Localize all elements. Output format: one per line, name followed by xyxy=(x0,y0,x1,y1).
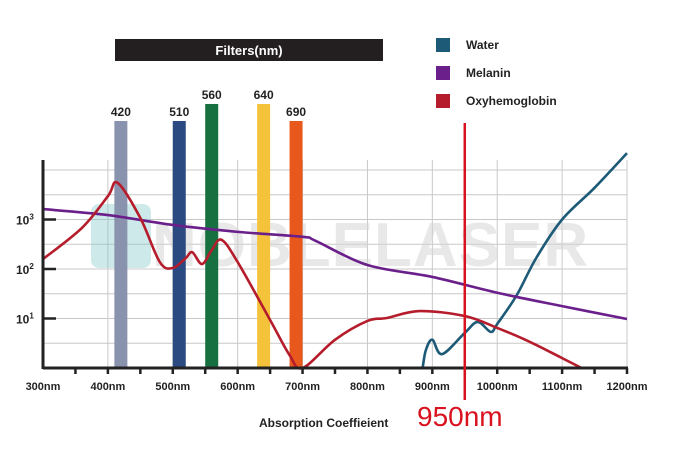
x-tick-label: 1100nm xyxy=(542,381,583,393)
y-tick-label: 103 xyxy=(16,213,34,228)
x-tick-label: 500nm xyxy=(155,381,190,393)
legend-label: Water xyxy=(466,38,499,52)
legend-label: Oxyhemoglobin xyxy=(466,94,557,108)
x-tick-label: 400nm xyxy=(90,381,125,393)
filter-label: 690 xyxy=(286,105,306,119)
watermark: NOBLELASER xyxy=(91,204,589,280)
filter-bar-420 xyxy=(114,121,128,368)
y-tick-label: 102 xyxy=(16,262,34,277)
filter-bar-510 xyxy=(172,121,186,368)
watermark-text: NOBLELASER xyxy=(152,211,589,280)
x-tick-label: 800nm xyxy=(350,381,385,393)
legend-swatch-water xyxy=(436,38,450,52)
x-tick-label: 1000nm xyxy=(477,381,518,393)
x-tick-label: 600nm xyxy=(220,381,255,393)
legend-swatch-oxyhemoglobin xyxy=(436,94,450,108)
filter-bar-690 xyxy=(289,121,303,368)
filter-label: 560 xyxy=(202,88,222,102)
axes: 300nm 400nm 500nm 600nm 700nm 800nm 900nm 1000n… xyxy=(16,123,648,400)
legend-swatch-melanin xyxy=(436,66,450,80)
x-tick-label: 900nm xyxy=(415,381,450,393)
x-tick-label: 1200nm xyxy=(607,381,648,393)
chart-title: Filters(nm) xyxy=(215,43,282,58)
legend: Water Melanin Oxyhemoglobin xyxy=(436,38,557,108)
filter-label: 510 xyxy=(169,105,189,119)
filter-label: 640 xyxy=(254,88,274,102)
filter-bar-560 xyxy=(205,104,219,368)
filter-label: 420 xyxy=(111,105,131,119)
legend-label: Melanin xyxy=(466,66,511,80)
x-tick-label: 700nm xyxy=(285,381,320,393)
filter-bar-640 xyxy=(257,104,271,368)
x-axis-label: Absorption Coeffieient xyxy=(259,416,388,430)
filter-bars: 420 510 560 640 690 xyxy=(111,88,306,368)
series-water xyxy=(421,152,628,369)
marker-label: 950nm xyxy=(417,401,503,432)
title-bar xyxy=(115,39,383,61)
series-melanin xyxy=(42,207,628,321)
y-tick-label: 101 xyxy=(16,312,34,327)
x-tick-label: 300nm xyxy=(26,381,61,393)
